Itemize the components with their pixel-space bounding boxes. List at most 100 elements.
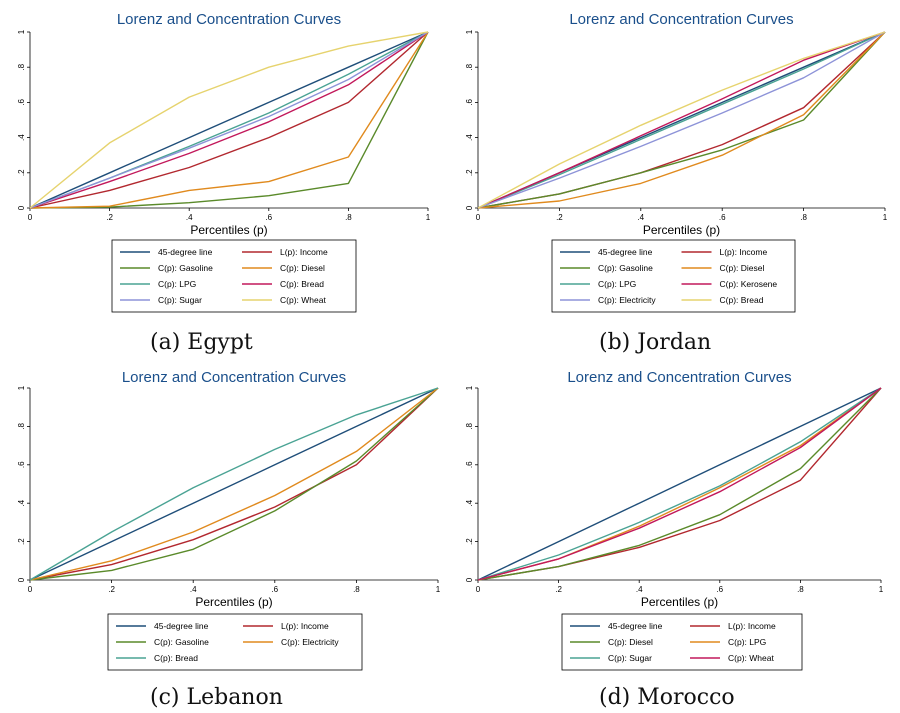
legend-entry: C(p): Gasoline [158, 263, 213, 273]
x-tick-label: 1 [426, 213, 431, 222]
series-line-2 [29, 387, 439, 581]
legend-entry: C(p): Wheat [280, 295, 326, 305]
x-tick-label: .4 [190, 585, 197, 594]
legend-entry: C(p): Electricity [598, 295, 656, 305]
y-tick-label: .6 [17, 461, 26, 468]
x-tick-label: 0 [28, 585, 33, 594]
y-tick-label: .8 [17, 63, 26, 70]
y-tick-label: 1 [465, 29, 474, 34]
legend-entry: C(p): LPG [598, 279, 636, 289]
y-tick-label: 0 [17, 205, 26, 210]
x-axis-label: Percentiles (p) [195, 595, 272, 609]
chart-title: Lorenz and Concentration Curves [569, 11, 793, 28]
y-tick-label: 1 [17, 29, 26, 34]
y-tick-label: .2 [17, 169, 26, 176]
legend-box [107, 613, 363, 671]
legend-entry: C(p): Diesel [608, 637, 653, 647]
legend-entry: C(p): Wheat [728, 653, 774, 663]
chart-panel-lebanon: Lorenz and Concentration Curves 0 0 .2 .2 .4.… [0, 358, 450, 678]
x-tick-label: .6 [716, 585, 723, 594]
series-line-4 [477, 387, 882, 581]
caption-morocco: (d) Morocco [599, 685, 735, 710]
x-tick-label: .8 [797, 585, 804, 594]
y-tick-label: .4 [17, 134, 26, 141]
x-tick-label: .2 [106, 213, 113, 222]
legend-entry: 45-degree line [158, 247, 213, 257]
chart-title: Lorenz and Concentration Curves [117, 11, 341, 28]
legend-entry: L(p): Income [720, 247, 768, 257]
legend-entry: C(p): Diesel [280, 263, 325, 273]
x-axis-label: Percentiles (p) [643, 223, 720, 237]
series-line-7 [477, 31, 886, 209]
y-tick-label: .6 [465, 99, 474, 106]
caption-lebanon: (c) Lebanon [150, 685, 283, 710]
x-tick-label: .8 [345, 213, 352, 222]
legend-entry: L(p): Income [280, 247, 328, 257]
y-tick-label: 0 [465, 205, 474, 210]
lorenz-chart-egypt: Lorenz and Concentration Curves 00 .2 .2 .4.… [17, 11, 431, 313]
series-line-0 [477, 387, 882, 581]
series-line-1 [29, 387, 439, 581]
lorenz-chart-jordan: Lorenz and Concentration Curves 00 .2 .2 .4.… [465, 11, 888, 313]
series-line-5 [477, 387, 882, 581]
y-tick-label: .8 [465, 423, 474, 430]
legend-entry: C(p): Gasoline [598, 263, 653, 273]
series-line-6 [477, 31, 886, 209]
legend-entry: C(p): Sugar [608, 653, 652, 663]
series-line-3 [477, 31, 886, 209]
legend-box [551, 239, 796, 313]
chart-panel-morocco: Lorenz and Concentration Curves 0 0 .2 .2 .4.… [450, 358, 900, 678]
series-line-2 [29, 31, 429, 209]
y-tick-label: .8 [17, 423, 26, 430]
legend-entry: C(p): Diesel [720, 263, 765, 273]
series-line-5 [477, 31, 886, 209]
series-line-3 [29, 387, 439, 581]
legend-entry: C(p): Bread [720, 295, 764, 305]
chart-panel-jordan: Lorenz and Concentration Curves 0 0 .2 .2 .4.… [450, 0, 900, 330]
y-tick-label: .2 [465, 169, 474, 176]
series-line-2 [477, 31, 886, 209]
legend-entry: 45-degree line [608, 621, 663, 631]
y-tick-label: 1 [465, 385, 474, 390]
lorenz-chart-morocco: Lorenz and Concentration Curves 00 .2 .2 .4.… [465, 369, 884, 671]
x-tick-label: .8 [800, 213, 807, 222]
x-tick-label: .2 [108, 585, 115, 594]
legend-entry: C(p): Electricity [281, 637, 339, 647]
series-line-0 [29, 387, 439, 581]
y-tick-label: .4 [465, 134, 474, 141]
series-line-6 [29, 31, 429, 209]
x-tick-label: 0 [28, 213, 33, 222]
series-line-4 [477, 31, 886, 209]
legend-entry: L(p): Income [728, 621, 776, 631]
legend-entry: C(p): LPG [728, 637, 766, 647]
legend-entry: C(p): Bread [154, 653, 198, 663]
x-axis-label: Percentiles (p) [641, 595, 718, 609]
caption-egypt: (a) Egypt [150, 330, 253, 355]
legend-entry: C(p): Kerosene [720, 279, 778, 289]
x-axis-label: Percentiles (p) [190, 223, 267, 237]
series-line-7 [29, 31, 429, 209]
x-tick-label: .2 [556, 213, 563, 222]
x-tick-label: .4 [637, 213, 644, 222]
y-tick-label: .6 [17, 99, 26, 106]
legend-entry: C(p): LPG [158, 279, 196, 289]
series-line-2 [477, 387, 882, 581]
series-line-3 [29, 31, 429, 209]
x-tick-label: 1 [436, 585, 441, 594]
chart-panel-egypt: Lorenz and Concentration Curves 0 0 .2 .2 .4.… [0, 0, 450, 330]
y-tick-label: .2 [465, 538, 474, 545]
legend-entry: 45-degree line [598, 247, 653, 257]
legend-entry: C(p): Sugar [158, 295, 202, 305]
x-tick-label: 0 [476, 585, 481, 594]
y-tick-label: 1 [17, 385, 26, 390]
y-tick-label: 0 [465, 577, 474, 582]
y-tick-label: .8 [465, 63, 474, 70]
x-tick-label: 1 [879, 585, 884, 594]
series-line-0 [29, 31, 429, 209]
x-tick-label: 1 [883, 213, 888, 222]
legend-entry: C(p): Gasoline [154, 637, 209, 647]
legend-entry: L(p): Income [281, 621, 329, 631]
chart-title: Lorenz and Concentration Curves [567, 369, 791, 386]
lorenz-chart-lebanon: Lorenz and Concentration Curves 00 .2 .2 .4.… [17, 369, 441, 671]
y-tick-label: .4 [465, 499, 474, 506]
